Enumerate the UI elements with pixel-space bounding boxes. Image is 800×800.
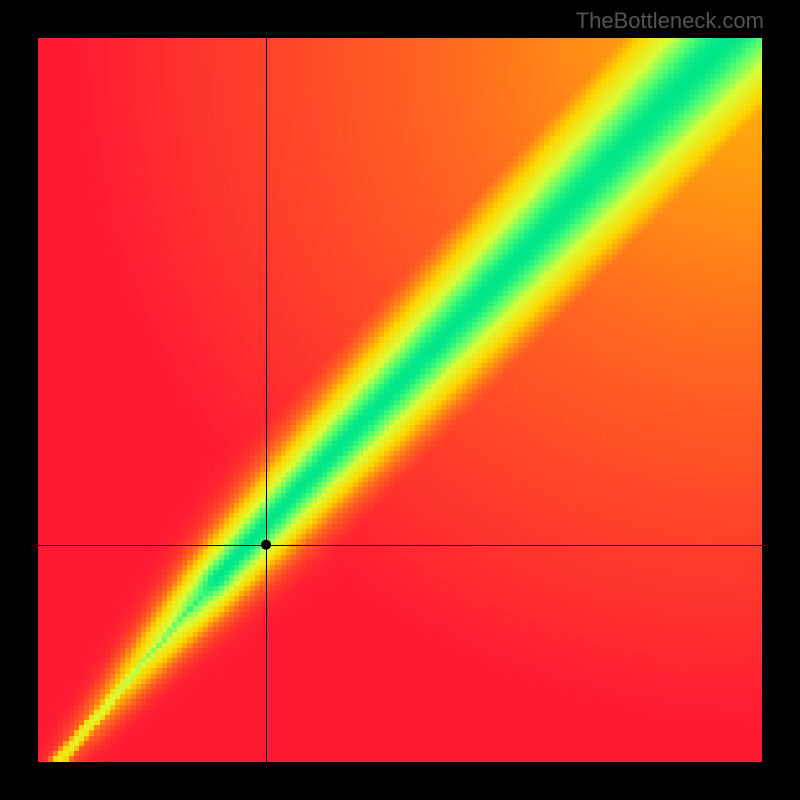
- watermark-text: TheBottleneck.com: [576, 8, 764, 34]
- chart-container: TheBottleneck.com: [0, 0, 800, 800]
- bottleneck-heatmap: [38, 38, 762, 762]
